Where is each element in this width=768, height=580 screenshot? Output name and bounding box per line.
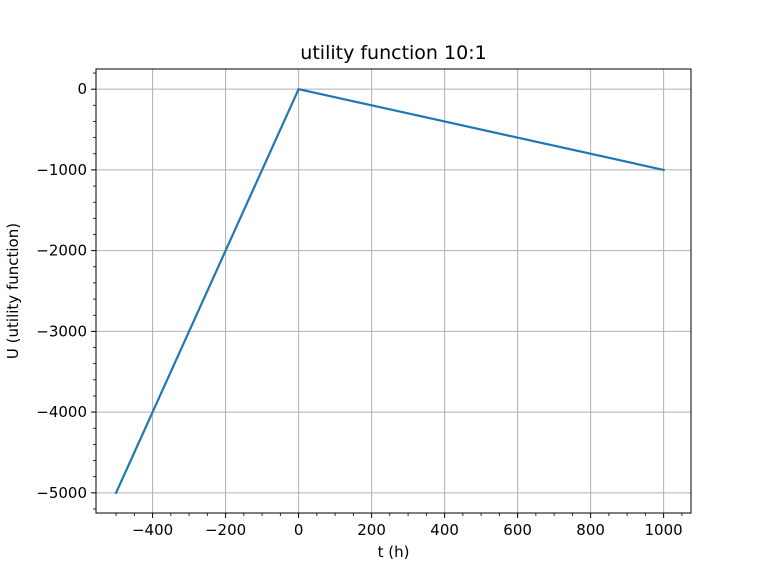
x-tick-label: −400 [132, 521, 173, 539]
grid-layer [96, 69, 691, 513]
chart-title: utility function 10:1 [300, 42, 486, 64]
x-tick-label: 0 [294, 521, 304, 539]
x-tick-label: 200 [357, 521, 386, 539]
x-tick-label: 800 [576, 521, 605, 539]
x-tick-label: 600 [503, 521, 532, 539]
y-tick-label: −4000 [36, 403, 87, 421]
ticks-layer: −400 −200 0 200 400 600 800 10000−1000−2000−300… [36, 72, 683, 539]
x-tick-label: −200 [205, 521, 246, 539]
y-tick-label: −3000 [36, 322, 87, 340]
x-tick-label: 1000 [645, 521, 683, 539]
y-tick-label: −5000 [36, 484, 87, 502]
x-tick-label: 400 [430, 521, 459, 539]
y-tick-label: 0 [77, 80, 87, 98]
y-axis-label: U (utility function) [4, 223, 22, 359]
y-tick-label: −1000 [36, 161, 87, 179]
x-axis-label: t (h) [378, 543, 410, 561]
plot-frame [95, 68, 692, 514]
series-layer [114, 88, 665, 495]
y-tick-label: −2000 [36, 242, 87, 260]
series-line [114, 88, 665, 495]
